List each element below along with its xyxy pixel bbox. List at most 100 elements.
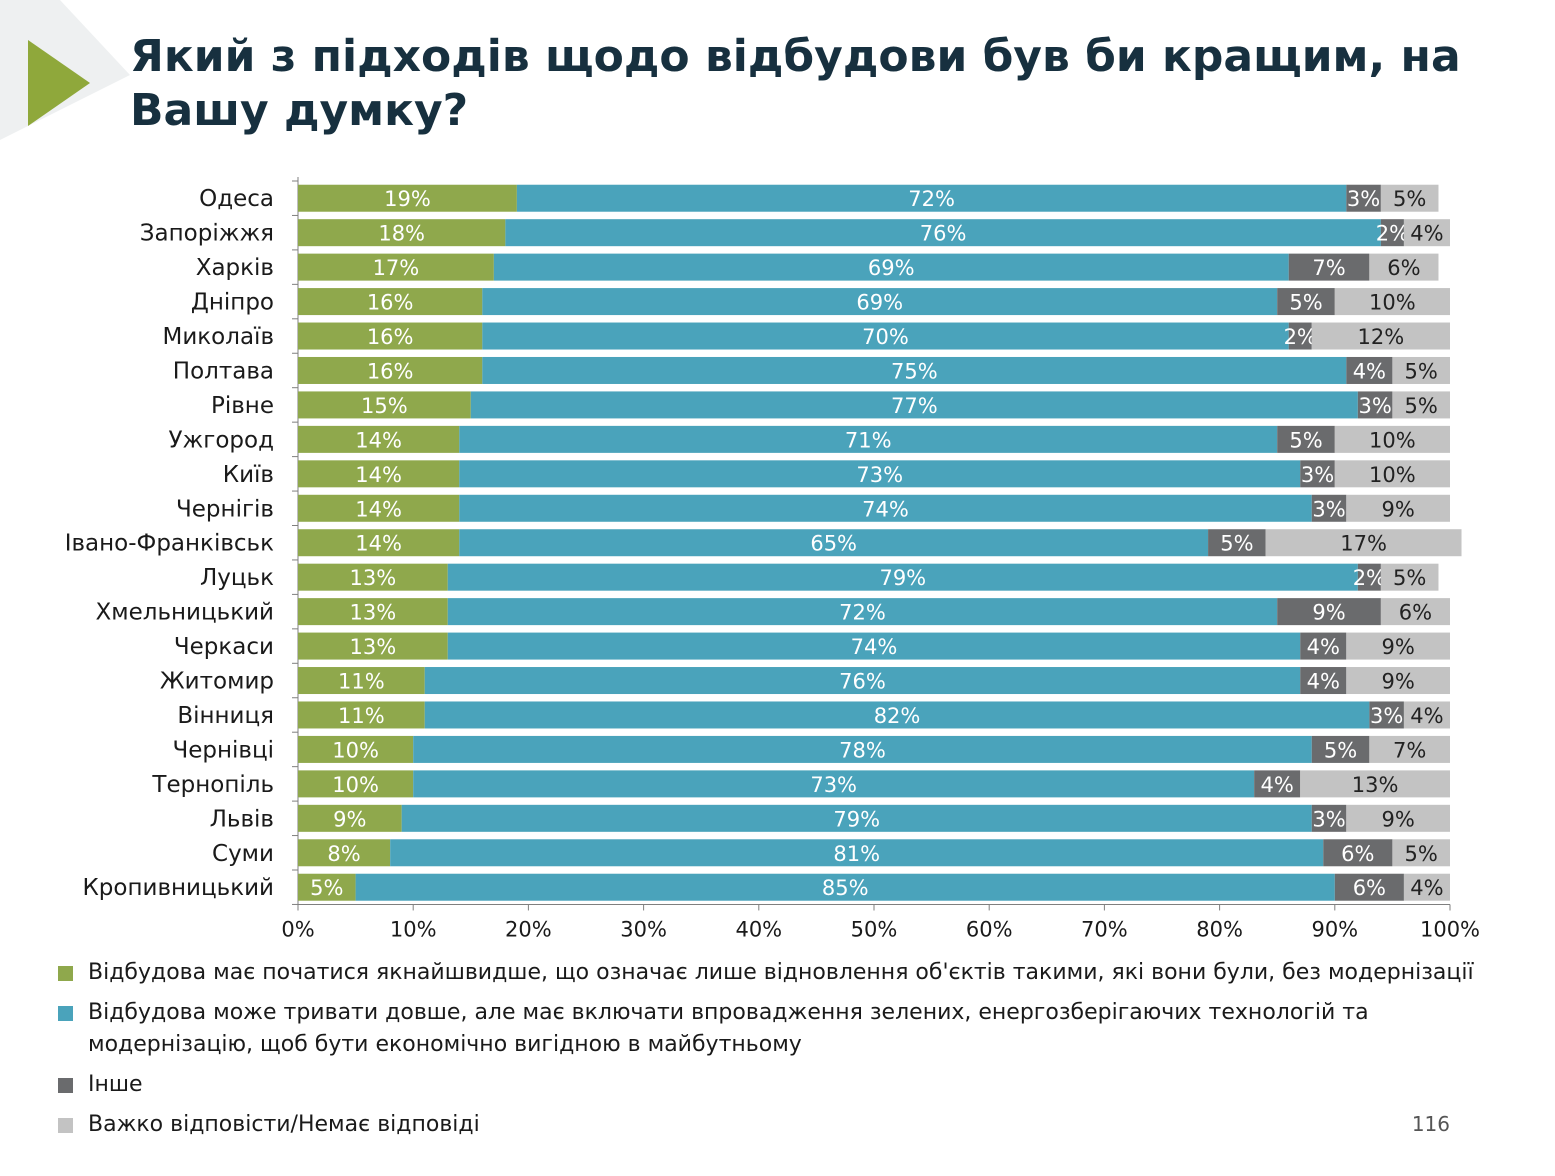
x-tick-label: 10% xyxy=(390,917,437,941)
data-label: 79% xyxy=(833,807,880,831)
bar-segment xyxy=(298,529,460,557)
data-label: 69% xyxy=(868,256,915,280)
bar-segment xyxy=(298,735,414,763)
data-label: 10% xyxy=(1369,463,1416,487)
data-label: 5% xyxy=(1405,394,1438,418)
bar-segment xyxy=(1380,563,1439,591)
data-label: 5% xyxy=(1220,532,1253,556)
x-tick-label: 60% xyxy=(966,917,1013,941)
legend-swatch-other xyxy=(58,1078,73,1093)
arrow-icon xyxy=(28,40,90,126)
bar-segment xyxy=(1392,391,1450,419)
bar-segment xyxy=(482,356,1347,384)
data-label: 4% xyxy=(1353,359,1386,383)
data-label: 9% xyxy=(1312,601,1345,625)
data-label: 4% xyxy=(1307,670,1340,694)
data-label: 6% xyxy=(1341,842,1374,866)
category-label: Миколаїв xyxy=(163,324,275,350)
bar-segment xyxy=(1288,322,1312,350)
bar-segment xyxy=(298,253,494,281)
category-label: Чернівці xyxy=(172,737,274,763)
bar-segment xyxy=(516,184,1347,212)
category-label: Запоріжжя xyxy=(140,221,274,247)
category-label: Рівне xyxy=(211,393,274,419)
data-label: 11% xyxy=(338,670,385,694)
data-label: 7% xyxy=(1393,738,1426,762)
category-label: Одеса xyxy=(199,186,274,212)
bar-segment xyxy=(1392,356,1450,384)
bar-segment xyxy=(1346,804,1450,832)
data-label: 5% xyxy=(310,876,343,900)
data-label: 73% xyxy=(810,773,857,797)
legend-swatch-rebuild-fast xyxy=(58,966,73,981)
category-label: Чернігів xyxy=(176,496,274,522)
legend-label: Інше xyxy=(88,1072,143,1097)
page-title: Який з підходів щодо відбудови був би кр… xyxy=(130,31,1461,136)
x-tick-label: 40% xyxy=(735,917,782,941)
data-label: 5% xyxy=(1289,428,1322,452)
bar-segment xyxy=(298,701,425,729)
bar-segment xyxy=(298,219,506,247)
bar-segment xyxy=(298,598,448,626)
bar-segment xyxy=(1392,839,1450,867)
data-label: 2% xyxy=(1376,222,1409,246)
bar-segment xyxy=(1403,873,1450,901)
legend-label: Важко відповісти/Немає відповіді xyxy=(88,1112,480,1137)
data-label: 5% xyxy=(1324,738,1357,762)
data-label: 10% xyxy=(1369,428,1416,452)
data-label: 4% xyxy=(1410,222,1443,246)
data-label: 73% xyxy=(856,463,903,487)
legend-swatch-hard-to-say xyxy=(58,1118,73,1133)
bar-segment xyxy=(298,632,448,660)
bar-segment xyxy=(482,288,1278,316)
data-label: 9% xyxy=(1381,807,1414,831)
bar-segment xyxy=(1403,701,1450,729)
bar-segment xyxy=(1277,288,1335,316)
legend-label: Відбудова має початися якнайшвидше, що о… xyxy=(88,960,1474,985)
data-label: 5% xyxy=(1289,291,1322,315)
data-label: 10% xyxy=(1369,291,1416,315)
data-label: 3% xyxy=(1347,187,1380,211)
bar-segment xyxy=(298,839,391,867)
data-label: 4% xyxy=(1261,773,1294,797)
bar-segment xyxy=(493,253,1289,281)
data-label: 6% xyxy=(1353,876,1386,900)
bar-segment xyxy=(298,804,402,832)
data-label: 79% xyxy=(879,566,926,590)
bar-segment xyxy=(298,322,483,350)
page-number: 116 xyxy=(1411,1112,1450,1136)
data-label: 69% xyxy=(856,291,903,315)
bar-segment xyxy=(298,425,460,453)
bar-segment xyxy=(1311,322,1450,350)
data-label: 70% xyxy=(862,325,909,349)
data-label: 74% xyxy=(862,497,909,521)
bar-segment xyxy=(459,529,1209,557)
bar-segment xyxy=(1300,667,1347,695)
data-label: 12% xyxy=(1358,325,1405,349)
data-label: 5% xyxy=(1393,187,1426,211)
data-label: 7% xyxy=(1312,256,1345,280)
x-tick-label: 90% xyxy=(1311,917,1358,941)
x-tick-label: 50% xyxy=(851,917,898,941)
category-label: Хмельницький xyxy=(96,600,275,626)
chart-legend: Відбудова має початися якнайшвидше, що о… xyxy=(58,957,1478,1149)
data-label: 15% xyxy=(361,394,408,418)
category-label: Кропивницький xyxy=(82,875,274,901)
data-label: 3% xyxy=(1312,807,1345,831)
data-label: 75% xyxy=(891,359,938,383)
bar-segment xyxy=(298,494,460,522)
bar-segment xyxy=(459,460,1301,488)
bar-segment xyxy=(505,219,1381,247)
x-tick-label: 30% xyxy=(620,917,667,941)
data-label: 14% xyxy=(355,497,402,521)
bar-segment xyxy=(424,667,1301,695)
bar-segment xyxy=(298,563,448,591)
bar-segment xyxy=(1346,667,1450,695)
data-label: 81% xyxy=(833,842,880,866)
data-label: 14% xyxy=(355,428,402,452)
bar-segment xyxy=(1208,529,1266,557)
data-label: 8% xyxy=(327,842,360,866)
bar-segment xyxy=(1369,253,1439,281)
bar-segment xyxy=(1334,425,1450,453)
bar-segment xyxy=(298,770,414,798)
